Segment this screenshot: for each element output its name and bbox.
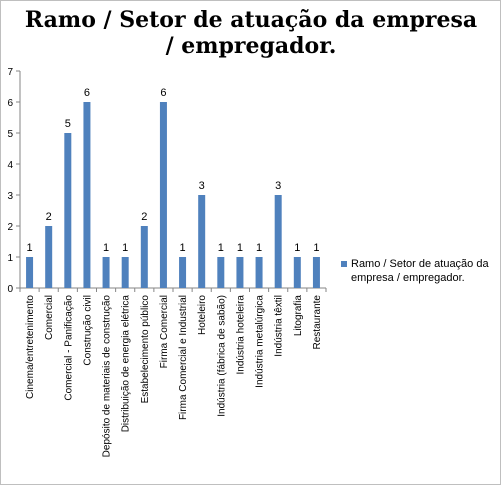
category-label: Litografia [293,295,304,337]
category-label: Indústria metalúrgica [255,295,266,388]
bar [140,226,148,288]
bar [64,133,72,288]
y-tick-label: 4 [7,160,13,171]
bar [274,195,282,288]
data-label: 1 [122,242,128,254]
data-label: 1 [180,242,186,254]
data-label: 6 [84,87,90,99]
data-label: 3 [199,180,205,192]
category-label: Comercial [44,295,55,340]
bar [26,257,34,288]
data-label: 5 [65,118,71,130]
bar [159,102,167,288]
data-label: 1 [27,242,33,254]
data-label: 1 [294,242,300,254]
y-tick-label: 1 [7,253,13,264]
data-label: 2 [46,211,52,223]
category-label: Depósito de materiais de construção [102,295,113,458]
bar [236,257,244,288]
legend-label: Ramo / Setor de atuação da empresa / emp… [351,258,489,284]
category-label: Comercial - Panificação [63,295,74,401]
data-label: 1 [218,242,224,254]
data-label: 6 [160,87,166,99]
category-label: Indústria (fábrica de sabão) [216,295,227,417]
category-label: Distribuição de energia elétrica [121,295,132,433]
bar [102,257,110,288]
chart-title: Ramo / Setor de atuação da empresa / emp… [24,7,478,59]
bar [255,257,263,288]
data-label: 3 [275,180,281,192]
category-label: Firma Comercial [159,295,170,368]
bar [179,257,187,288]
bar [217,257,225,288]
category-label: Construção civil [82,295,93,366]
y-tick-label: 2 [7,222,13,233]
y-tick-label: 3 [7,191,13,202]
y-tick-label: 6 [7,98,13,109]
y-tick-label: 0 [7,284,13,295]
legend: Ramo / Setor de atuação da empresa / emp… [341,257,497,285]
data-label: 2 [141,211,147,223]
category-label: Indústria têxtil [274,295,285,357]
bar [198,195,206,288]
y-tick-label: 7 [7,67,13,78]
data-label: 1 [313,242,319,254]
data-label: 1 [256,242,262,254]
category-label: Cinema/entretenimento [25,295,36,399]
bar [121,257,129,288]
bar [45,226,53,288]
legend-swatch [341,261,347,267]
category-label: Firma Comercial e Industrial [178,295,189,420]
data-label: 1 [103,242,109,254]
bar [312,257,320,288]
category-label: Indústria hoteleira [235,295,246,375]
y-tick-label: 5 [7,129,13,140]
category-label: Hoteleiro [197,295,208,335]
data-label: 1 [237,242,243,254]
bar [83,102,91,288]
bar [293,257,301,288]
category-label: Restaurante [312,295,323,350]
category-label: Estabelecimento público [140,295,151,404]
